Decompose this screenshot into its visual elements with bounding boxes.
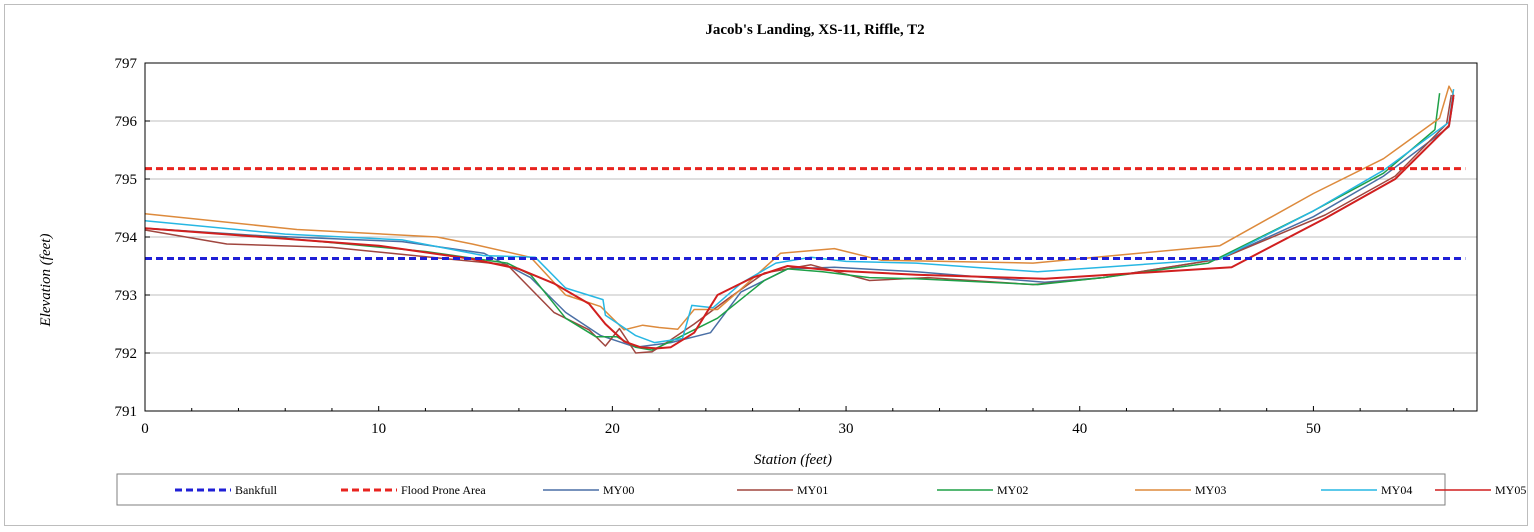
series-layer — [144, 85, 1466, 354]
y-tick-label: 793 — [115, 288, 138, 304]
x-tick-label: 10 — [371, 421, 386, 437]
x-tick-label: 50 — [1306, 421, 1321, 437]
y-tick-label: 792 — [115, 346, 138, 362]
y-axis-label: Elevation (feet) — [38, 234, 54, 328]
legend-label-bankfull: Bankfull — [235, 483, 278, 497]
axis-ticks: 791 792 793 794 795 796 797 0 10 20 30 40 50 — [115, 56, 1455, 437]
series-line-my04 — [144, 88, 1455, 344]
legend-label-my04: MY04 — [1381, 483, 1412, 497]
y-tick-label: 791 — [115, 404, 138, 420]
series-line-my05 — [144, 94, 1455, 350]
series-line-my02 — [144, 93, 1441, 351]
x-tick-label: 0 — [141, 421, 149, 437]
legend: Bankfull Flood Prone Area MY00 MY01 MY02 MY03… — [116, 473, 1526, 506]
y-tick-label: 796 — [115, 114, 138, 130]
chart-title: Jacob's Landing, XS-11, Riffle, T2 — [705, 22, 924, 38]
x-tick-label: 40 — [1072, 421, 1087, 437]
series-line-my01 — [144, 94, 1453, 354]
series-line-my00 — [144, 97, 1455, 348]
grid-lines — [145, 120, 1477, 354]
legend-label-my00: MY00 — [603, 483, 634, 497]
legend-label-my01: MY01 — [797, 483, 828, 497]
y-tick-label: 795 — [115, 172, 138, 188]
legend-label-my03: MY03 — [1195, 483, 1226, 497]
series-line-my03 — [144, 85, 1455, 331]
legend-label-my02: MY02 — [997, 483, 1028, 497]
x-tick-label: 20 — [605, 421, 620, 437]
legend-label-my05: MY05 — [1495, 483, 1526, 497]
legend-label-flood-prone-area: Flood Prone Area — [401, 483, 486, 497]
chart-frame: 791 792 793 794 795 796 797 0 10 20 30 40 50 Jacob's… — [4, 4, 1528, 526]
x-tick-label: 30 — [839, 421, 854, 437]
y-tick-label: 794 — [115, 230, 138, 246]
x-axis-label: Station (feet) — [754, 452, 832, 468]
y-tick-label: 797 — [115, 56, 138, 72]
chart-svg: 791 792 793 794 795 796 797 0 10 20 30 40 50 Jacob's… — [38, 22, 1526, 506]
